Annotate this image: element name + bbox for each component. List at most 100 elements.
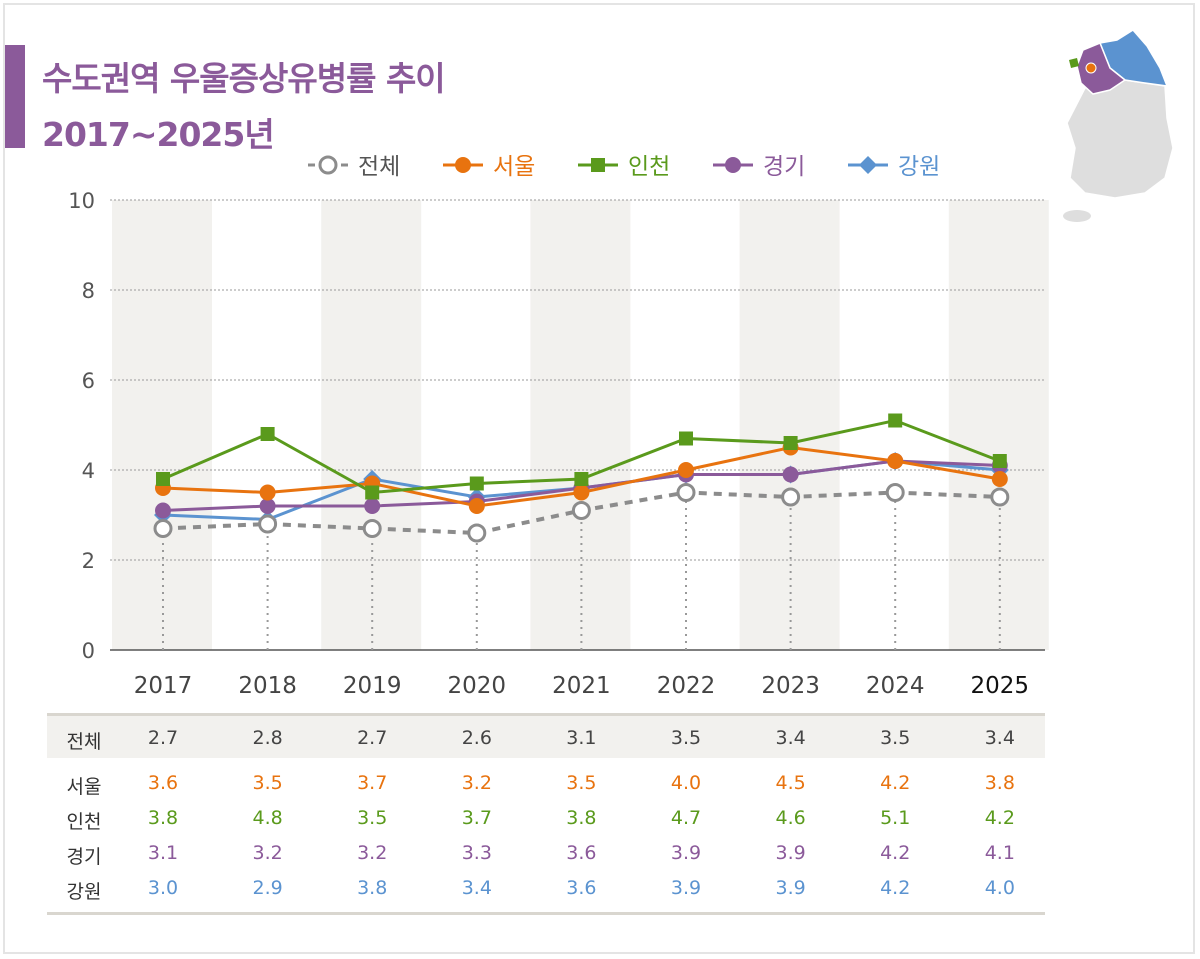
y-tick-label: 4 [82, 459, 95, 483]
data-point [365, 485, 380, 500]
data-point [679, 431, 693, 446]
data-point [783, 436, 798, 450]
table-cell: 3.4 [984, 727, 1015, 749]
table-cell: 3.7 [357, 772, 388, 794]
table-cell: 3.5 [357, 807, 388, 829]
data-point [591, 158, 605, 172]
table-cell: 2.7 [147, 727, 179, 749]
row-label: 서울 [66, 776, 102, 798]
series-인천 [156, 413, 1007, 500]
korea-map-icon [1063, 29, 1174, 222]
row-label: 경기 [66, 846, 102, 868]
map-incheon [1069, 58, 1079, 68]
table-cell: 3.9 [670, 877, 702, 899]
data-point [678, 462, 694, 478]
band [530, 200, 631, 650]
legend-label: 강원 [898, 154, 940, 180]
row-label: 강원 [66, 881, 102, 903]
frame [3, 3, 1195, 954]
data-point [362, 519, 382, 538]
band [739, 200, 840, 650]
data-point [467, 523, 487, 543]
data-point [153, 519, 173, 538]
x-tick-label: 2017 [134, 673, 193, 699]
data-point [260, 427, 275, 441]
legend-item: 경기 [713, 154, 805, 180]
x-tick-label: 2020 [448, 673, 507, 699]
table-cell: 2.9 [252, 877, 283, 899]
table-row: 인천 3.8 4.8 3.5 3.7 3.8 4.7 4.6 5.1 4.2 [47, 800, 1045, 835]
row-label: 인천 [66, 811, 102, 833]
band [321, 200, 422, 650]
table-cell: 4.2 [880, 877, 911, 899]
map-gyeonggi [1076, 42, 1127, 95]
x-tick-label: 2025 [971, 673, 1030, 699]
series-서울 [155, 439, 1008, 514]
table-cell: 3.8 [566, 807, 597, 829]
table-cell: 3.5 [880, 727, 911, 749]
data-point [887, 453, 904, 469]
legend-item: 전체 [308, 154, 400, 180]
data-point [885, 483, 905, 502]
data-point [156, 472, 170, 486]
table-row: 서울 3.6 3.5 3.7 3.2 3.5 4.0 4.5 4.2 3.8 [47, 765, 1045, 800]
data-point [725, 157, 741, 173]
series-전체 [153, 483, 1010, 543]
data-point [573, 484, 590, 501]
table-cell: 3.0 [147, 877, 179, 899]
table-cell: 4.7 [670, 807, 702, 829]
legend-label: 경기 [763, 154, 805, 180]
data-point [859, 156, 877, 174]
legend-item: 인천 [578, 154, 670, 180]
table-cell: 3.3 [461, 842, 492, 864]
table-cell: 4.2 [880, 842, 911, 864]
map-jeju [1063, 210, 1091, 222]
table-cell: 2.8 [252, 727, 283, 749]
table-cell: 4.0 [984, 877, 1015, 899]
table-cell: 4.2 [984, 807, 1015, 829]
data-point [468, 498, 485, 514]
table-cell: 3.9 [775, 842, 806, 864]
table-cell: 3.6 [566, 842, 597, 864]
table-cell: 4.8 [252, 807, 283, 829]
band [112, 200, 212, 650]
data-point [155, 502, 171, 519]
band [948, 200, 1049, 650]
table-cell: 3.1 [147, 842, 179, 864]
x-tick-label: 2024 [866, 673, 925, 699]
data-point [364, 498, 381, 514]
table-cell: 3.4 [461, 877, 492, 899]
legend-item: 강원 [848, 154, 940, 180]
data-point [259, 484, 276, 501]
table-cell: 3.5 [566, 772, 597, 794]
data-point [574, 472, 589, 486]
table-cell: 3.8 [984, 772, 1015, 794]
table-cell: 3.8 [357, 877, 388, 899]
table-cell: 3.4 [775, 727, 806, 749]
data-point [782, 466, 799, 483]
table-cell: 3.1 [566, 727, 597, 749]
table-cell: 3.5 [670, 727, 702, 749]
table-cell: 3.8 [147, 807, 179, 829]
table-cell: 3.6 [147, 772, 179, 794]
legend-label: 인천 [628, 154, 670, 180]
y-tick-label: 0 [82, 639, 95, 663]
table-cell: 3.2 [252, 842, 283, 864]
data-point [676, 483, 696, 502]
line-chart: 0 2 4 6 8 10 2017 2018 2019 2020 2021 2022 2023 2024 2… [68, 154, 1049, 699]
y-tick-label: 2 [82, 549, 95, 573]
data-point [455, 157, 471, 173]
legend-label: 전체 [358, 154, 400, 180]
table-cell: 4.1 [984, 842, 1015, 864]
table-cell: 3.7 [461, 807, 492, 829]
data-point [258, 514, 278, 534]
x-tick-label: 2018 [238, 673, 297, 699]
chart-title: 수도권역 우울증상유병률 추이 [42, 59, 446, 98]
row-label: 전체 [66, 731, 102, 753]
y-tick-label: 8 [82, 279, 95, 303]
table-cell: 3.9 [775, 877, 806, 899]
title-accent-bar [5, 45, 25, 148]
table-cell: 3.2 [461, 772, 492, 794]
data-point [571, 501, 591, 520]
